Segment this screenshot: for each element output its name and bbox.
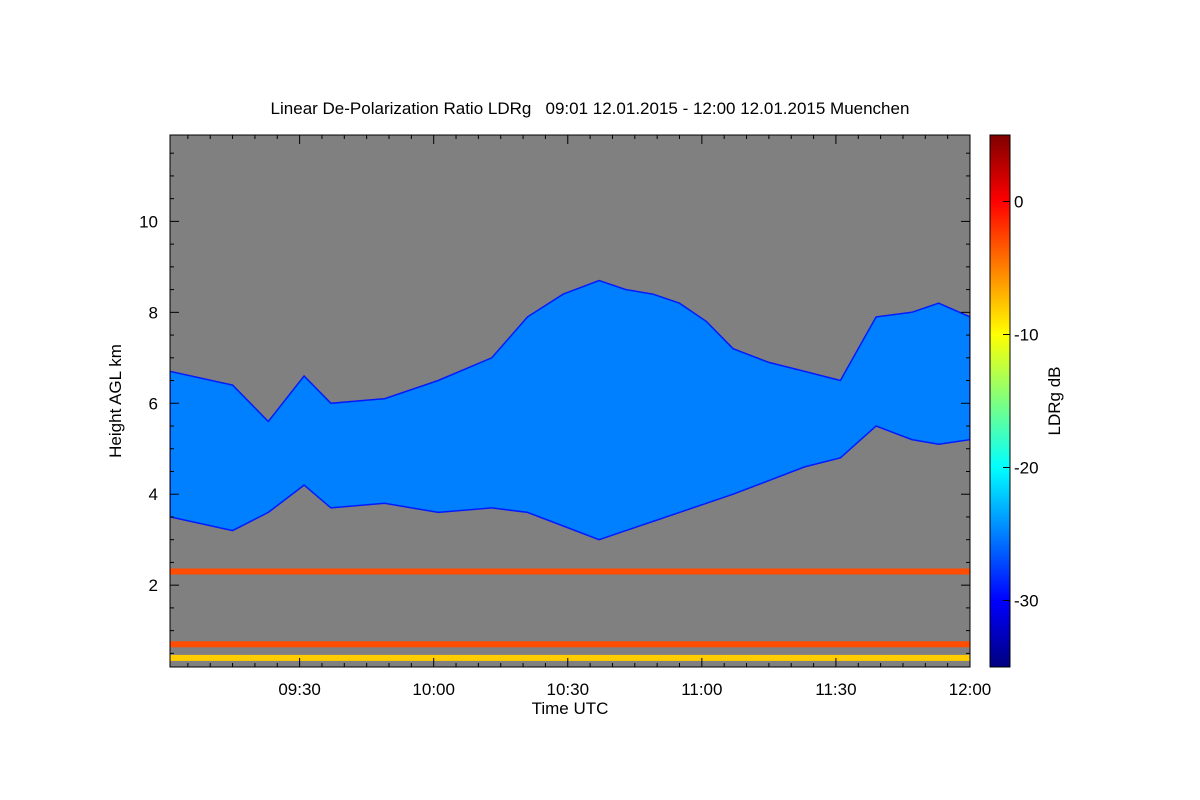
colorbar-tick-label: -30 [1014,592,1039,611]
y-tick-label: 2 [149,576,158,595]
y-tick-label: 10 [139,212,158,231]
noise-band [170,568,970,575]
y-tick-label: 8 [149,303,158,322]
x-tick-label: 09:30 [278,680,321,699]
y-axis: 2 4 6 8 10 [139,152,970,654]
x-axis-label: Time UTC [532,699,609,718]
x-tick-label: 10:00 [412,680,455,699]
y-tick-label: 6 [149,394,158,413]
colorbar-tick-label: 0 [1014,193,1023,212]
x-tick-label: 12:00 [949,680,992,699]
cloud-layer [170,279,970,541]
colorbar [989,134,1011,668]
noise-band [170,641,970,648]
x-tick-label: 10:30 [546,680,589,699]
colorbar-tick-label: -20 [1014,459,1039,478]
colorbar-tick-label: -10 [1014,326,1039,345]
colorbar-label: LDRg dB [1045,367,1064,436]
colorbar-axis: 0 -10 -20 -30 [1003,193,1039,611]
plot-frame [169,134,971,668]
x-axis: 09:30 10:00 10:30 11:00 11:30 12:00 [187,135,992,699]
plot-area [170,135,970,667]
noise-band [170,654,970,661]
chart-title: Linear De-Polarization Ratio LDRg 09:01 … [271,99,910,118]
y-axis-label: Height AGL km [106,344,125,458]
x-tick-label: 11:30 [815,680,856,699]
y-tick-label: 4 [149,485,158,504]
x-tick-label: 11:00 [681,680,722,699]
